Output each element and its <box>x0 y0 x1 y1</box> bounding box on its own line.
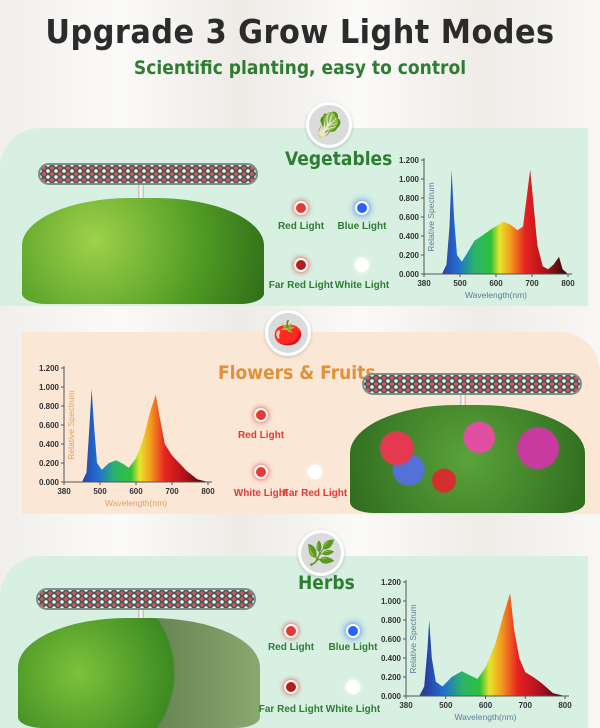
white-light-label: White Light <box>325 704 381 715</box>
herbs-plants-image <box>18 618 260 728</box>
y-tick-label: 0.200 <box>381 673 402 682</box>
y-tick-label: 0.000 <box>381 692 402 701</box>
x-tick-label: 700 <box>165 487 179 496</box>
blue-light-icon <box>346 624 360 638</box>
y-tick-label: 0.400 <box>399 232 420 241</box>
x-axis-label: Wavelength(nm) <box>105 498 167 508</box>
red-light-icon <box>294 201 308 215</box>
herbs-spectrum-chart: 0.000 0.200 0.400 0.600 0.800 1.000 1.200 380 50… <box>381 578 572 722</box>
section-title-herbs: Herbs <box>298 572 355 594</box>
spectrum-area <box>424 169 568 274</box>
y-tick-label: 0.600 <box>399 213 420 222</box>
y-tick-label: 0.600 <box>39 421 60 430</box>
red-light-label: Red Light <box>237 430 285 441</box>
spectrum-area <box>64 388 208 482</box>
section-title-flowers-fruits: Flowers & Fruits <box>218 362 376 384</box>
y-tick-label: 1.000 <box>39 383 60 392</box>
lettuce-icon: 🥬 <box>306 102 352 148</box>
blue-light-icon <box>355 201 369 215</box>
x-tick-label: 600 <box>129 487 143 496</box>
y-tick-label: 0.600 <box>381 635 402 644</box>
y-tick-label: 0.800 <box>39 402 60 411</box>
white-light-icon <box>346 680 360 694</box>
x-tick-label: 800 <box>201 487 215 496</box>
y-tick-label: 1.200 <box>39 364 60 373</box>
y-tick-label: 0.200 <box>399 251 420 260</box>
white-light-label: White Light <box>233 488 289 499</box>
blue-light-label: Blue Light <box>337 221 387 232</box>
y-tick-label: 0.000 <box>39 478 60 487</box>
y-axis-label: Relative Spectrum <box>66 390 76 459</box>
x-tick-label: 600 <box>489 279 503 288</box>
tomato-flower-icon: 🍅 <box>265 310 311 356</box>
white-light-label: White Light <box>334 280 390 291</box>
far-red-light-icon <box>284 680 298 694</box>
flowers-spectrum-chart: 0.000 0.200 0.400 0.600 0.800 1.000 1.200 380 50… <box>39 364 215 508</box>
x-axis-label: Wavelength(nm) <box>454 712 516 722</box>
blue-light-label: Blue Light <box>328 642 378 653</box>
grow-light-lamp <box>362 373 582 395</box>
red-light-label: Red Light <box>267 642 315 653</box>
spectrum-area <box>406 593 565 696</box>
far-red-light-label: Far Red Light <box>282 488 348 499</box>
vegetables-spectrum-chart: 0.000 0.200 0.400 0.600 0.800 1.000 1.200 380 50… <box>399 156 575 300</box>
y-tick-label: 0.400 <box>381 654 402 663</box>
far-red-light-icon <box>294 258 308 272</box>
flowers-plants-image <box>350 405 585 513</box>
x-tick-label: 600 <box>479 701 493 710</box>
x-tick-label: 380 <box>417 279 431 288</box>
x-tick-label: 380 <box>399 701 413 710</box>
x-tick-label: 700 <box>525 279 539 288</box>
white-light-icon <box>254 465 268 479</box>
lettuce-plants-image <box>22 198 264 304</box>
far-red-light-icon <box>308 465 322 479</box>
y-tick-label: 0.800 <box>381 616 402 625</box>
red-light-label: Red Light <box>277 221 325 232</box>
x-tick-label: 500 <box>439 701 453 710</box>
grow-light-lamp <box>38 163 258 185</box>
y-tick-label: 0.400 <box>39 440 60 449</box>
white-light-icon <box>355 258 369 272</box>
x-tick-label: 500 <box>453 279 467 288</box>
y-tick-label: 0.000 <box>399 270 420 279</box>
section-title-vegetables: Vegetables <box>285 148 393 170</box>
x-tick-label: 500 <box>93 487 107 496</box>
x-tick-label: 800 <box>558 701 572 710</box>
x-axis-label: Wavelength(nm) <box>465 290 527 300</box>
y-tick-label: 1.000 <box>399 175 420 184</box>
page-title: Upgrade 3 Grow Light Modes <box>45 12 555 51</box>
x-tick-label: 700 <box>519 701 533 710</box>
y-tick-label: 1.200 <box>399 156 420 165</box>
lamp-pole <box>138 185 144 205</box>
far-red-light-label: Far Red Light <box>268 280 334 291</box>
x-tick-label: 380 <box>57 487 71 496</box>
y-tick-label: 0.800 <box>399 194 420 203</box>
x-tick-label: 800 <box>561 279 575 288</box>
grow-light-lamp <box>36 588 256 610</box>
red-light-icon <box>254 408 268 422</box>
y-tick-label: 0.200 <box>39 459 60 468</box>
y-axis-label: Relative Spectrum <box>408 604 418 673</box>
y-tick-label: 1.200 <box>381 578 402 587</box>
basil-leaf-icon: 🌿 <box>298 530 344 576</box>
y-tick-label: 1.000 <box>381 597 402 606</box>
red-light-icon <box>284 624 298 638</box>
page-subtitle: Scientific planting, easy to control <box>133 57 467 79</box>
y-axis-label: Relative Spectrum <box>426 182 436 251</box>
far-red-light-label: Far Red Light <box>258 704 324 715</box>
